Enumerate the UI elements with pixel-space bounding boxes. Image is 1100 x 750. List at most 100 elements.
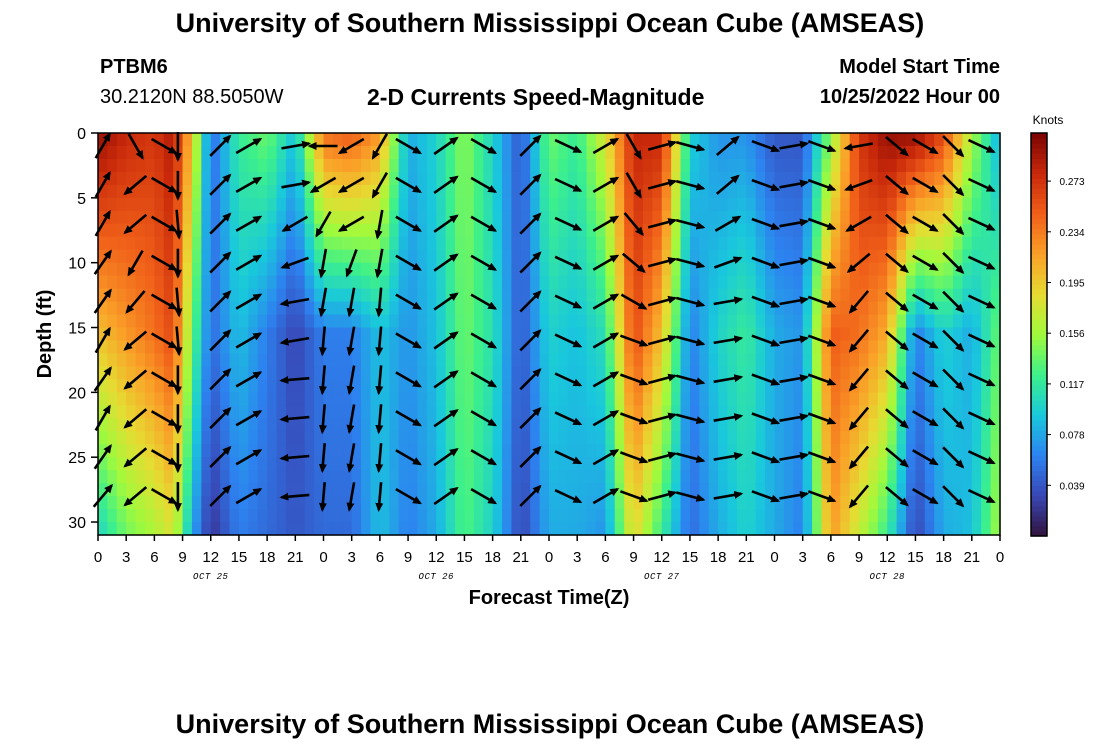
heatmap-cell (624, 366, 635, 380)
heatmap-cell (661, 223, 672, 238)
heatmap-cell (830, 236, 841, 251)
heatmap-cell (295, 158, 306, 173)
colorbar-tick-label: 0.273 (1059, 177, 1084, 188)
heatmap-cell (953, 158, 964, 173)
heatmap-cell (361, 509, 372, 523)
heatmap-cell (812, 379, 823, 393)
heatmap-cell (267, 262, 278, 277)
heatmap-cell (614, 431, 625, 445)
current-vector (843, 142, 874, 152)
heatmap-cell (962, 210, 973, 225)
heatmap-cell (285, 301, 296, 316)
heatmap-cell (539, 522, 550, 536)
heatmap-cell (680, 522, 691, 536)
heatmap-cell (821, 496, 832, 510)
heatmap-cell (342, 405, 353, 419)
heatmap-cell (708, 236, 719, 251)
heatmap-cell (332, 262, 343, 277)
heatmap-cell (577, 171, 588, 186)
heatmap-cell (859, 210, 870, 225)
heatmap-cell (746, 483, 757, 497)
current-vector (375, 365, 384, 396)
heatmap-cell (426, 418, 437, 432)
heatmap-cell (981, 197, 992, 212)
heatmap-cell (943, 470, 954, 484)
heatmap-cell (229, 392, 240, 406)
heatmap-cell (624, 314, 635, 329)
heatmap-cell (520, 184, 531, 199)
heatmap-cell (802, 197, 813, 212)
heatmap-cell (981, 522, 992, 536)
heatmap-cell (210, 522, 221, 536)
heatmap-cell (661, 470, 672, 484)
heatmap-cell (624, 340, 635, 355)
heatmap-cell (671, 236, 682, 251)
heatmap-cell (793, 197, 804, 212)
heatmap-cell (802, 496, 813, 510)
heatmap-cell (492, 418, 503, 432)
heatmap-cell (107, 249, 118, 264)
colorbar-segment (1031, 510, 1047, 517)
heatmap-cell (934, 301, 945, 316)
heatmap-cell (915, 379, 926, 393)
heatmap-cell (163, 522, 174, 536)
heatmap-cell (323, 145, 334, 160)
chart-subtitle: 2-D Currents Speed-Magnitude (367, 84, 705, 110)
current-vector (647, 140, 678, 151)
heatmap-cell (924, 288, 935, 303)
heatmap-cell (953, 249, 964, 264)
current-vector (209, 368, 232, 391)
heatmap-cell (398, 262, 409, 277)
heatmap-cell (934, 171, 945, 186)
colorbar-segment (1031, 349, 1047, 356)
heatmap-cell (802, 366, 813, 380)
heatmap-cell (163, 353, 174, 368)
heatmap-cell (464, 275, 475, 290)
heatmap-cell (652, 509, 663, 523)
heatmap-cell (304, 210, 315, 225)
heatmap-cell (962, 197, 973, 212)
colorbar-tick-label: 0.156 (1059, 329, 1084, 340)
heatmap-cell (314, 197, 325, 212)
heatmap-cell (746, 418, 757, 432)
current-vector (713, 256, 743, 269)
colorbar-segment (1031, 279, 1047, 285)
heatmap-cell (182, 275, 193, 290)
heatmap-cell (238, 418, 249, 432)
heatmap-cell (624, 418, 635, 432)
heatmap-cell (633, 236, 644, 251)
heatmap-cell (154, 145, 165, 160)
heatmap-cell (746, 275, 757, 290)
current-vector (967, 255, 996, 270)
heatmap-cell (605, 301, 616, 316)
heatmap-cell (567, 379, 578, 393)
heatmap-cell (793, 444, 804, 458)
heatmap-cell (455, 340, 466, 355)
heatmap-cell (849, 522, 860, 536)
heatmap-cell (868, 249, 879, 264)
heatmap-cell (436, 431, 447, 445)
y-tick-label: 10 (68, 256, 86, 273)
heatmap-cell (436, 184, 447, 199)
heatmap-cell (267, 158, 278, 173)
heatmap-cell (295, 392, 306, 406)
heatmap-cell (549, 496, 559, 510)
heatmap-cell (483, 509, 494, 523)
heatmap-cell (718, 405, 729, 419)
heatmap-cell (332, 444, 343, 458)
heatmap-cell (558, 301, 569, 316)
heatmap-cell (116, 392, 127, 406)
heatmap-cell (483, 470, 494, 484)
footer-title: University of Southern Mississippi Ocean… (175, 709, 925, 739)
heatmap-cell (455, 301, 466, 316)
heatmap-cell (135, 314, 146, 329)
heatmap-cell (577, 275, 588, 290)
heatmap-cell (276, 366, 287, 380)
heatmap-cell (210, 184, 221, 199)
heatmap-cell (981, 418, 992, 432)
heatmap-cell (887, 431, 898, 445)
x-tick-label: 6 (601, 549, 609, 566)
heatmap-cell (887, 249, 898, 264)
heatmap-cell (840, 249, 851, 264)
heatmap-cell (708, 288, 719, 303)
